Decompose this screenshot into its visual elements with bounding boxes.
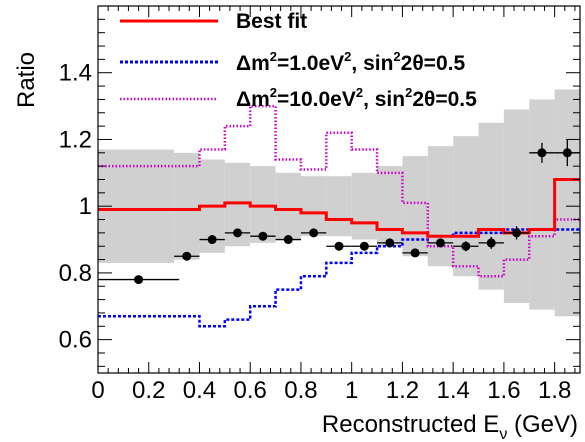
data-points-layer: [98, 139, 580, 285]
data-point: [486, 238, 496, 248]
x-axis-title-unit: (GeV): [507, 411, 578, 438]
x-axis-title-main: Reconstructed E: [322, 411, 499, 438]
x-tick-label: 0.8: [284, 377, 317, 404]
x-tick-label: 0.6: [234, 377, 267, 404]
data-point: [562, 148, 572, 158]
x-tick-label: 1: [345, 377, 358, 404]
error-band-layer: [98, 89, 580, 317]
data-point: [207, 235, 217, 245]
error-band-bin: [453, 136, 479, 277]
data-point: [537, 148, 547, 158]
data-point: [410, 248, 420, 258]
legend-label-best-fit: Best fit: [236, 10, 307, 33]
error-band-bin: [275, 172, 301, 240]
data-point: [182, 251, 192, 261]
data-point: [385, 238, 395, 248]
x-tick-label: 1.6: [487, 377, 520, 404]
data-point: [134, 275, 144, 285]
x-tick-label: 1.4: [436, 377, 469, 404]
tick-labels-layer: 0 0.2 0.4 0.6 0.8 1 1.2 1.4 1.6 1.8 0.6 0.8 1 1.2 1.4: [59, 60, 572, 404]
y-tick-label: 1.2: [59, 126, 92, 153]
data-point: [435, 238, 445, 248]
series-line-1: [98, 228, 580, 328]
error-band-bin: [402, 156, 428, 257]
x-tick-label: 0: [91, 377, 104, 404]
y-tick-label: 1.4: [59, 60, 92, 87]
error-band-bin: [174, 152, 200, 260]
data-point: [359, 241, 369, 251]
x-tick-label: 0.2: [132, 377, 165, 404]
error-band-bin: [478, 122, 504, 290]
error-band-bin: [300, 176, 327, 237]
y-axis-title: Ratio: [13, 52, 40, 108]
x-axis-title: Reconstructed Eν (GeV): [322, 411, 578, 442]
y-tick-label: 0.8: [59, 260, 92, 287]
data-point: [461, 241, 471, 251]
data-point: [283, 235, 293, 245]
data-point: [233, 228, 243, 238]
x-tick-label: 1.2: [386, 377, 419, 404]
legend-label-dm2-10: Δm2=10.0eV2, sin22θ=0.5: [236, 85, 477, 111]
plot-frame: [97, 5, 581, 374]
legend: Best fit Δm2=1.0eV2, sin22θ=0.5 Δm2=10.0…: [120, 10, 477, 111]
error-band-bin: [427, 146, 454, 267]
series-line-2: [98, 104, 580, 278]
error-band-bin: [554, 89, 580, 317]
x-tick-label: 1.8: [538, 377, 571, 404]
error-band-bin: [250, 166, 276, 243]
error-band-bin: [377, 166, 403, 247]
ticks-layer: [97, 6, 580, 373]
y-tick-label: 0.6: [59, 327, 92, 354]
error-band-bin: [529, 99, 555, 310]
data-point: [334, 241, 344, 251]
error-band-bin: [326, 176, 352, 237]
error-band-bin: [503, 109, 530, 303]
data-point: [512, 228, 522, 238]
data-point: [309, 228, 319, 238]
y-tick-label: 1: [79, 193, 92, 220]
x-axis-title-subscript: ν: [499, 426, 507, 442]
legend-label-dm2-1: Δm2=1.0eV2, sin22θ=0.5: [236, 49, 465, 75]
x-tick-label: 0.4: [183, 377, 216, 404]
data-point: [258, 231, 268, 241]
error-band-bin: [351, 172, 378, 240]
